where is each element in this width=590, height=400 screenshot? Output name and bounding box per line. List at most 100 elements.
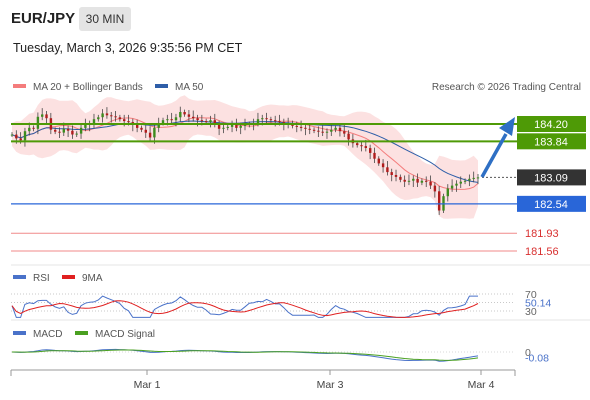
support-value: 181.56 [525, 246, 559, 258]
rsi-line [11, 295, 478, 318]
candle-body [92, 119, 96, 124]
candle-body [239, 125, 242, 128]
x-tick-label: Mar 3 [317, 379, 344, 391]
candle-body [386, 167, 389, 173]
candle-body [101, 113, 104, 118]
candle-body [330, 129, 333, 132]
current-price-value: 183.09 [534, 172, 568, 184]
candle-body [32, 127, 35, 129]
candle-body [62, 128, 65, 133]
candle-body [390, 172, 393, 175]
macd-signal-line [12, 349, 479, 361]
candle-body [459, 181, 462, 184]
candle-body [403, 179, 406, 182]
main-plot: 184.20 183.84 183.09 182.54 181.93 181.56 [10, 95, 586, 258]
candle-body [118, 117, 122, 120]
candle-body [41, 114, 44, 117]
resistance-tag [517, 116, 586, 132]
candle-body [174, 117, 178, 121]
candle-body [304, 127, 307, 129]
candle-body [256, 119, 260, 123]
candle-body [28, 127, 31, 132]
candle-body [222, 127, 225, 129]
copyright-label: Research © 2026 Trading Central [432, 82, 581, 93]
pivot-value: 182.54 [534, 199, 568, 211]
candle-body [66, 128, 70, 131]
candle-body [196, 118, 199, 121]
x-axis-ticks: Mar 1 Mar 3 Mar 4 [134, 370, 495, 391]
bollinger-band [12, 95, 478, 219]
candle-body [84, 125, 87, 128]
candle-body [446, 188, 449, 197]
candle-body [217, 124, 221, 129]
candle-body [58, 131, 61, 133]
candle-body [123, 119, 126, 122]
pair-title: EUR/JPY [11, 10, 76, 27]
candle-body [429, 181, 432, 186]
macd-value: -0.08 [525, 352, 549, 364]
rsi-level-label: 30 [525, 306, 537, 318]
candle-body [110, 115, 113, 117]
candle-body [148, 132, 152, 138]
candle-body [325, 131, 329, 133]
chart-header: EUR/JPY 30 MIN Tuesday, March 3, 2026 9:… [0, 0, 590, 60]
rsi-ma-line [11, 300, 479, 318]
candle-body [381, 163, 385, 168]
candle-body [377, 158, 380, 164]
candle-body [338, 127, 342, 132]
candle-body [200, 120, 204, 122]
interval-button[interactable]: 30 MIN [79, 7, 131, 31]
rsi-legend-label: RSI [33, 273, 50, 284]
candle-body [54, 129, 57, 132]
candle-body [472, 177, 475, 179]
candle-body [15, 134, 18, 139]
candle-body [321, 131, 324, 133]
candle-body [317, 130, 320, 132]
candle-body [166, 119, 169, 121]
candle-body [278, 121, 281, 123]
candle-body [205, 121, 208, 123]
candle-body [209, 120, 212, 123]
candle-body [416, 178, 419, 183]
candle-body [312, 129, 316, 131]
candle-body [394, 175, 398, 177]
candle-body [71, 130, 74, 135]
ma50-legend-label: MA 50 [175, 82, 204, 93]
candle-body [136, 125, 139, 128]
resistance-value: 184.20 [534, 119, 568, 131]
macd-signal-legend-swatch [75, 331, 88, 335]
candle-body [261, 118, 264, 120]
macd-plot: 0-0.08 [11, 347, 549, 364]
rsi-legend-swatch [13, 275, 26, 279]
candle-body [157, 123, 160, 128]
candle-body [127, 121, 130, 123]
candle-body [308, 128, 311, 130]
candle-body [23, 131, 27, 141]
timestamp: Tuesday, March 3, 2026 9:35:56 PM CET [13, 41, 243, 55]
candle-body [360, 145, 363, 147]
candle-body [144, 129, 147, 133]
candle-body [235, 125, 238, 128]
candle-body [36, 116, 40, 129]
candle-body [183, 112, 186, 115]
rsi-value: 50.14 [525, 297, 551, 309]
candle-body [438, 191, 441, 211]
macd-legend-label: MACD [33, 329, 62, 340]
ma20-legend-swatch [13, 84, 26, 88]
candle-body [433, 185, 437, 192]
candle-body [468, 178, 471, 181]
projection-arrow-line [480, 133, 508, 178]
projection-arrow-head [499, 117, 515, 136]
ma50-legend-swatch [155, 84, 168, 88]
candle-body [334, 127, 337, 130]
rsi-ma-legend-swatch [62, 275, 75, 279]
candle-body [299, 126, 303, 128]
candle-body [369, 148, 372, 153]
candle-body [450, 185, 454, 189]
candle-body [179, 112, 182, 118]
x-tick-label: Mar 1 [134, 379, 161, 391]
candle-body [105, 113, 109, 116]
candle-body [463, 180, 467, 182]
